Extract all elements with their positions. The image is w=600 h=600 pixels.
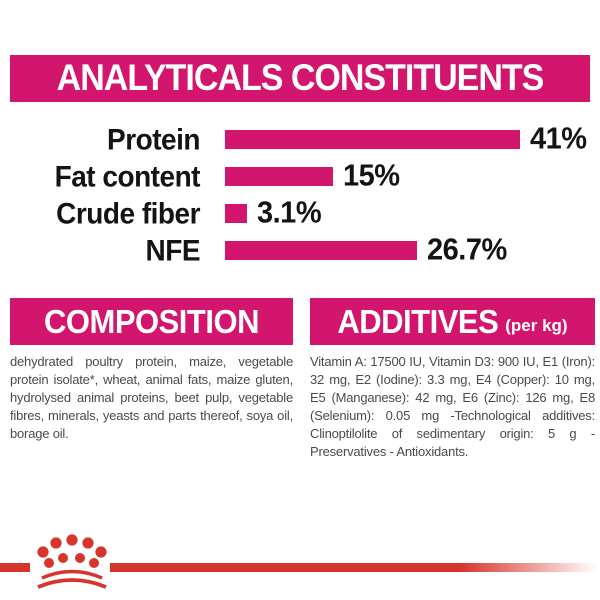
- bar: [225, 241, 417, 260]
- bar-category-label: NFE: [145, 233, 201, 267]
- footer-rule-left: [0, 563, 30, 572]
- bar-row: Fat content 15%: [0, 158, 600, 195]
- bar: [225, 167, 333, 186]
- analyticals-title: ANALYTICALS CONSTITUENTS: [56, 57, 545, 99]
- composition-heading: COMPOSITION: [44, 302, 259, 340]
- additives-header-band: ADDITIVES (per kg): [310, 298, 595, 345]
- footer-rule-right: [110, 563, 597, 572]
- additives-section: ADDITIVES (per kg) Vitamin A: 17500 IU, …: [310, 298, 595, 461]
- bar-row: NFE 26.7%: [0, 232, 600, 269]
- constituents-bar-chart: Protein 41% Fat content 15% Crude fiber 3.1% N…: [0, 121, 600, 269]
- bar-value-label: 3.1%: [257, 196, 322, 230]
- royal-canin-crown-icon: [37, 534, 107, 589]
- bar-category-label: Fat content: [54, 159, 201, 193]
- additives-heading-suffix: (per kg): [505, 315, 568, 335]
- composition-header-band: COMPOSITION: [10, 298, 293, 345]
- bar-category-label: Crude fiber: [56, 196, 200, 230]
- additives-body-text: Vitamin A: 17500 IU, Vitamin D3: 900 IU,…: [310, 354, 595, 459]
- bar: [225, 204, 247, 223]
- bar-category-label: Protein: [107, 122, 200, 156]
- composition-section: COMPOSITION dehydrated poultry protein, …: [10, 298, 293, 443]
- bar-value-label: 15%: [343, 159, 400, 193]
- bar-value-label: 26.7%: [427, 233, 507, 267]
- bar-row: Crude fiber 3.1%: [0, 195, 600, 232]
- bar-row: Protein 41%: [0, 121, 600, 158]
- composition-body-text: dehydrated poultry protein, maize, veget…: [10, 354, 293, 441]
- bar-value-label: 41%: [530, 122, 587, 156]
- analyticals-header-band: ANALYTICALS CONSTITUENTS: [10, 55, 590, 102]
- bar: [225, 130, 520, 149]
- additives-heading: ADDITIVES: [337, 302, 499, 340]
